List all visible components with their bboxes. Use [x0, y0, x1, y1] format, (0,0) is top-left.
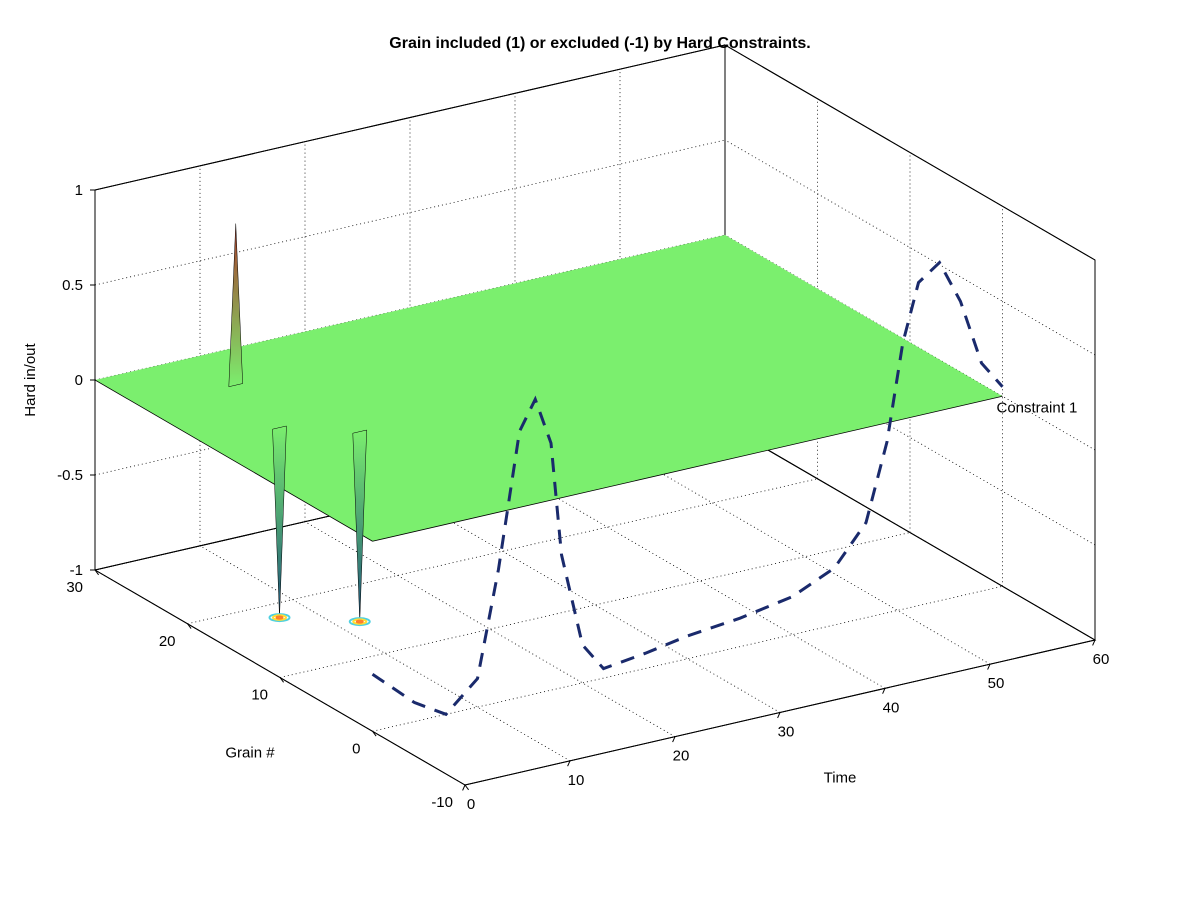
chart-title: Grain included (1) or excluded (-1) by H… — [389, 35, 810, 52]
plot-svg: 0102030405060-100102030-1-0.500.51Grain … — [0, 0, 1201, 900]
x-tick-label: 40 — [883, 699, 900, 716]
tick — [465, 785, 469, 790]
y-tick-label: 20 — [159, 633, 176, 650]
x-axis-label: Time — [824, 770, 857, 787]
z-tick-label: -0.5 — [57, 467, 83, 484]
tick — [463, 785, 465, 790]
y-tick-label: 30 — [66, 579, 83, 596]
z-tick-label: -1 — [70, 562, 83, 579]
x-tick-label: 60 — [1093, 651, 1110, 668]
x-tick-label: 20 — [673, 748, 690, 765]
z-tick-label: 1 — [75, 182, 83, 199]
y-tick-label: 10 — [251, 687, 268, 704]
chart-container: { "chart": { "type": "surface3d", "title… — [0, 0, 1201, 900]
z-tick-label: 0.5 — [62, 277, 83, 294]
x-tick-label: 50 — [988, 675, 1005, 692]
y-tick-label: 0 — [352, 740, 360, 757]
x-tick-label: 30 — [778, 724, 795, 741]
z-tick-label: 0 — [75, 372, 83, 389]
y-axis-label: Grain # — [225, 745, 275, 762]
z-axis-label: Hard in/out — [22, 342, 39, 416]
constraint-label: Constraint 1 — [997, 399, 1078, 416]
y-tick-label: -10 — [431, 794, 453, 811]
x-tick-label: 10 — [568, 772, 585, 789]
x-tick-label: 0 — [467, 796, 475, 813]
